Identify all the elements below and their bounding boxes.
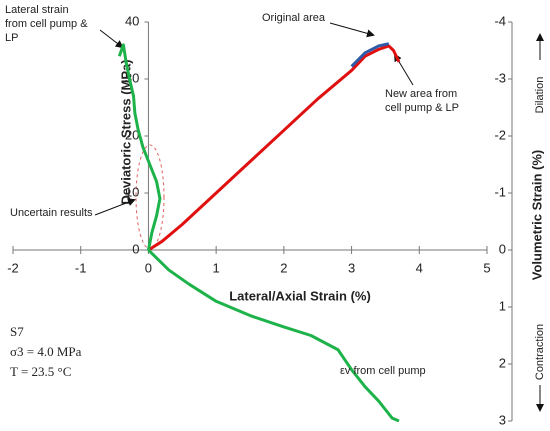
arrow	[329, 22, 375, 38]
x-tick-label: -2	[7, 260, 19, 275]
series-label-line: cell pump & LP	[385, 102, 459, 114]
series-line	[117, 43, 162, 251]
series-label: Original area	[262, 12, 326, 24]
annotation: S7	[10, 324, 24, 339]
annotation: T = 23.5 °C	[10, 364, 71, 379]
y2-tick-label: 1	[499, 298, 506, 313]
x-tick-label: 1	[213, 260, 220, 275]
annotation: Dilation	[534, 77, 546, 114]
x-tick-label: 5	[483, 260, 490, 275]
series-label-line: New area from	[385, 88, 460, 100]
y2-tick-label: 2	[499, 355, 506, 370]
series-label-line: from cell pump &	[5, 18, 91, 30]
y2-axis-label: Volumetric Strain (%)	[529, 150, 544, 281]
series-label: Lateral strain from cell pump & LP	[5, 4, 91, 44]
y2-tick-label: -2	[494, 127, 506, 142]
arrow	[94, 198, 136, 216]
series-label-line: Lateral strain	[5, 4, 72, 16]
series-label-line: Original area	[262, 12, 326, 24]
y2-tick-label: -4	[494, 13, 506, 28]
annotation: Uncertain results	[10, 207, 93, 219]
x-tick-label: 2	[280, 260, 287, 275]
y2-tick-label: 0	[499, 241, 506, 256]
series-label-line: LP	[5, 32, 18, 44]
x-tick-label: 3	[348, 260, 355, 275]
x-axis-label: Lateral/Axial Strain (%)	[229, 288, 371, 303]
y-tick-label: 20	[125, 127, 139, 142]
x-tick-label: 0	[145, 260, 152, 275]
series-label-line: εv from cell pump	[340, 365, 426, 377]
x-tick-label: -1	[75, 260, 87, 275]
y-axis-label: Deviatoric Stress (MPa)	[118, 59, 133, 204]
series-label: New area from cell pump & LP	[385, 88, 460, 114]
y2-tick-label: -1	[494, 184, 506, 199]
series-line	[147, 248, 400, 423]
y-tick-label: 10	[125, 184, 139, 199]
y-tick-label: 0	[132, 241, 139, 256]
arrow	[99, 29, 124, 49]
series-label: εv from cell pump	[340, 365, 426, 377]
y-tick-label: 40	[125, 13, 139, 28]
y2-tick-label: 3	[499, 412, 506, 427]
x-tick-label: 4	[416, 260, 423, 275]
series-line	[350, 42, 390, 68]
series-line	[147, 44, 401, 252]
annotation: Contraction	[534, 324, 546, 380]
y2-tick-label: -3	[494, 70, 506, 85]
annotation: σ3 = 4.0 MPa	[10, 344, 82, 359]
